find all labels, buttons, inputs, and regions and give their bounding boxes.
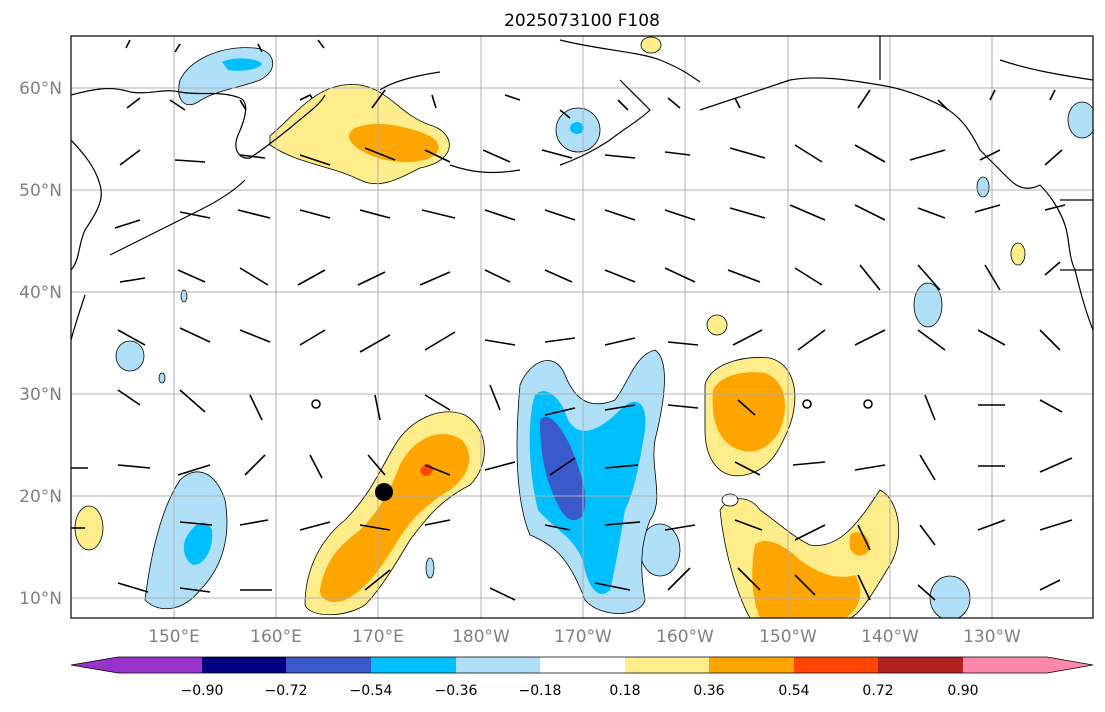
colorbar-segment [794, 657, 878, 673]
colorbar-tick-label: −0.18 [519, 683, 562, 699]
colorbar-tick-label: 0.18 [609, 683, 640, 699]
colorbar-extend-high [1047, 657, 1093, 673]
colorbar-tick-label: 0.54 [778, 683, 809, 699]
colorbar-segment [371, 657, 456, 673]
lon-label: 150°W [759, 627, 817, 647]
colorbar-tick-labels: −0.90 −0.72 −0.54 −0.36 −0.18 0.18 0.36 … [181, 683, 979, 699]
calm-markers [311, 399, 873, 409]
lon-label: 150°E [148, 627, 200, 647]
colorbar-segment [625, 657, 709, 673]
latitude-labels: 60°N 50°N 40°N 30°N 20°N 10°N [19, 79, 62, 609]
storm-center-marker [375, 483, 393, 501]
lat-label: 60°N [19, 79, 62, 99]
lon-label: 140°W [861, 627, 919, 647]
lat-label: 10°N [19, 589, 62, 609]
map-panel [71, 36, 1093, 618]
colorbar-tick-label: −0.90 [181, 683, 224, 699]
lat-label: 50°N [19, 181, 62, 201]
colorbar-tick-label: 0.36 [693, 683, 724, 699]
graticule [71, 36, 1093, 618]
colorbar-tick-label: −0.36 [435, 683, 478, 699]
colorbar-segment [202, 657, 286, 673]
colorbar-segment [118, 657, 202, 673]
longitude-labels: 150°E 160°E 170°E 180°W 170°W 160°W 150°… [148, 627, 1021, 647]
colorbar-segment [540, 657, 625, 673]
lat-label: 40°N [19, 283, 62, 303]
lon-label: 130°W [963, 627, 1021, 647]
colorbar-segment [456, 657, 540, 673]
lat-label: 30°N [19, 385, 62, 405]
colorbar-tick-label: −0.54 [350, 683, 393, 699]
colorbar-segment [963, 657, 1047, 673]
colorbar-segment [709, 657, 794, 673]
lon-label: 180°W [452, 627, 510, 647]
colorbar-tick-label: 0.90 [947, 683, 978, 699]
coastlines [71, 36, 1093, 341]
lon-label: 160°E [250, 627, 302, 647]
lon-label: 170°W [554, 627, 612, 647]
colorbar-tick-label: −0.72 [265, 683, 308, 699]
lat-label: 20°N [19, 487, 62, 507]
map-frame [70, 35, 1094, 619]
colorbar-segment [286, 657, 371, 673]
colorbar-tick-label: 0.72 [862, 683, 893, 699]
lon-label: 160°W [656, 627, 714, 647]
shaded-anomaly-field [74, 36, 1093, 618]
colorbar-segment [878, 657, 963, 673]
colorbar-outline [70, 656, 1094, 674]
colorbar-extend-low [71, 657, 118, 673]
colorbar [70, 656, 1094, 674]
chart-title: 2025073100 F108 [504, 11, 660, 31]
wind-barbs [71, 39, 1073, 601]
lon-label: 170°E [352, 627, 404, 647]
